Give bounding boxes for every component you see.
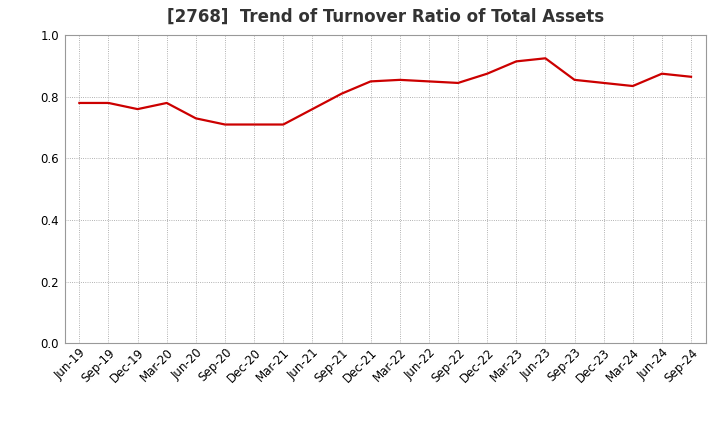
Title: [2768]  Trend of Turnover Ratio of Total Assets: [2768] Trend of Turnover Ratio of Total … (166, 7, 604, 26)
